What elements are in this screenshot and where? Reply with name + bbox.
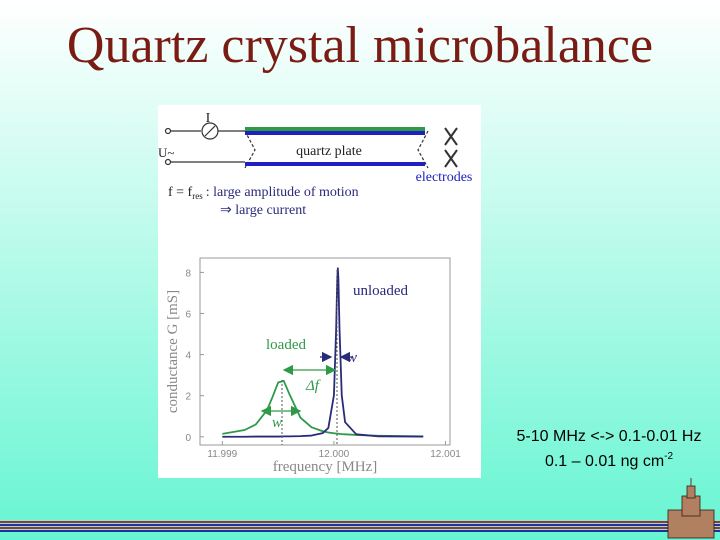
university-logo <box>667 478 715 539</box>
note-line-2-text: 0.1 – 0.01 ng cm <box>545 453 664 470</box>
electrode-top-green <box>245 127 425 131</box>
series-line <box>222 267 424 438</box>
note-line-2: 0.1 – 0.01 ng cm-2 <box>545 451 674 470</box>
plate-label: quartz plate <box>296 144 362 159</box>
y-tick-label: 2 <box>185 392 191 403</box>
series-label: unloaded <box>353 283 408 299</box>
x-tick-label: 11.999 <box>207 449 237 460</box>
x-tick-label: 12.001 <box>430 449 461 460</box>
annotation: w <box>272 415 282 431</box>
consequence: ⇒ large current <box>220 203 306 218</box>
y-tick-label: 8 <box>185 268 191 279</box>
condition-text: : large amplitude of motion <box>206 185 359 200</box>
current-label: I <box>206 111 211 126</box>
condition: f = fres: large amplitude of motion <box>168 185 359 201</box>
condition-subscript: res <box>192 191 203 201</box>
y-tick-label: 0 <box>185 433 191 444</box>
plot-frame <box>199 257 451 446</box>
annotation: Δf <box>305 378 321 394</box>
x-axis-label: frequency [MHz] <box>273 459 378 475</box>
electrode-top <box>245 131 425 135</box>
x-tick-label: 12.000 <box>319 449 350 460</box>
series-label: loaded <box>266 337 306 353</box>
note-line-1: 5-10 MHz <-> 0.1-0.01 Hz <box>517 428 702 445</box>
annotation: w <box>347 350 357 366</box>
condition-f: f = f <box>168 185 193 200</box>
series-line <box>222 379 424 438</box>
note-line-2-sup: -2 <box>664 451 673 462</box>
y-tick-label: 4 <box>185 351 191 362</box>
footer-stripes <box>0 521 720 532</box>
y-tick-label: 6 <box>185 309 191 320</box>
slide-title: Quartz crystal microbalance <box>67 17 653 74</box>
chart: 0 2 4 6 8 11.999 12.000 12.001 frequency [MHz] co… <box>165 257 461 475</box>
figure-panel <box>158 105 481 478</box>
voltage-label: U~ <box>158 145 174 160</box>
electrode-bottom <box>245 162 425 166</box>
y-axis-label: conductance G [mS] <box>165 290 181 413</box>
electrodes-label: electrodes <box>416 170 473 185</box>
